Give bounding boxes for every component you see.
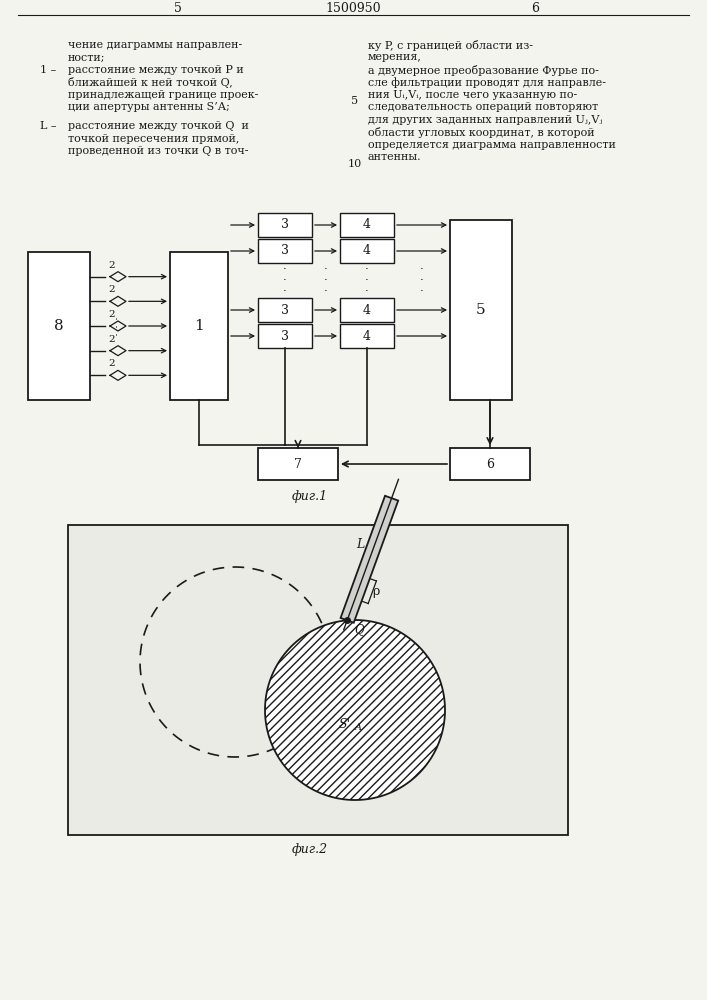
Text: 7: 7: [294, 458, 302, 471]
Text: чение диаграммы направлен-: чение диаграммы направлен-: [68, 40, 243, 50]
Bar: [170, 252, 228, 400]
Text: антенны.: антенны.: [368, 152, 421, 162]
Text: 4: 4: [363, 330, 371, 342]
Text: 5: 5: [174, 1, 182, 14]
Text: расстояние между точкой Q  и: расстояние между точкой Q и: [68, 121, 249, 131]
Text: ·
·
·: · · ·: [324, 263, 328, 298]
Text: ния Uᵢ,Vᵢ, после чего указанную по-: ния Uᵢ,Vᵢ, после чего указанную по-: [368, 90, 577, 100]
Text: 5: 5: [351, 96, 358, 106]
Text: 1 –: 1 –: [40, 65, 57, 75]
Text: мерения,: мерения,: [368, 52, 422, 62]
Text: 2: 2: [108, 285, 115, 294]
Text: ·
·
·: · · ·: [283, 263, 287, 298]
Bar: [258, 298, 312, 322]
Text: 8: 8: [54, 319, 64, 333]
Text: 4: 4: [363, 244, 371, 257]
Text: L –: L –: [40, 121, 57, 131]
Polygon shape: [341, 496, 398, 623]
Text: 3: 3: [281, 330, 289, 342]
Text: фиг.2: фиг.2: [292, 843, 328, 856]
Text: ции апертуры антенны S’А;: ции апертуры антенны S’А;: [68, 103, 230, 112]
Text: 4: 4: [363, 219, 371, 232]
Text: ку P, с границей области из-: ку P, с границей области из-: [368, 40, 533, 51]
Bar: [258, 213, 312, 237]
Text: а двумерное преобразование Фурье по-: а двумерное преобразование Фурье по-: [368, 65, 599, 76]
Text: 1500950: 1500950: [325, 1, 381, 14]
Text: ·
·
·: · · ·: [420, 263, 424, 298]
Text: определяется диаграмма направленности: определяется диаграмма направленности: [368, 140, 616, 150]
Text: 3: 3: [281, 219, 289, 232]
Text: проведенной из точки Q в точ-: проведенной из точки Q в точ-: [68, 146, 248, 156]
Polygon shape: [265, 620, 445, 800]
Text: A: A: [354, 724, 361, 732]
Bar: [340, 213, 394, 237]
Text: принадлежащей границе проек-: принадлежащей границе проек-: [68, 90, 258, 100]
Text: S': S': [339, 718, 351, 732]
Text: точкой пересечения прямой,: точкой пересечения прямой,: [68, 134, 240, 144]
Bar: [340, 324, 394, 348]
Text: 10: 10: [348, 159, 362, 169]
Bar: [340, 298, 394, 322]
Text: ности;: ности;: [68, 52, 105, 62]
Text: сле фильтрации проводят для направле-: сле фильтрации проводят для направле-: [368, 78, 606, 88]
Text: Q: Q: [354, 623, 364, 636]
Bar: [28, 252, 90, 400]
Text: 2: 2: [108, 310, 115, 319]
Text: ближайшей к ней точкой Q,: ближайшей к ней точкой Q,: [68, 78, 233, 89]
Text: 2: 2: [108, 335, 115, 344]
Text: 1: 1: [194, 319, 204, 333]
Bar: [258, 448, 338, 480]
Text: области угловых координат, в которой: области угловых координат, в которой: [368, 127, 595, 138]
Bar: [340, 239, 394, 263]
Bar: [258, 324, 312, 348]
Text: расстояние между точкой P и: расстояние между точкой P и: [68, 65, 244, 75]
Text: 6: 6: [531, 1, 539, 14]
Text: 5: 5: [477, 303, 486, 317]
Text: фиг.1: фиг.1: [292, 490, 328, 503]
Text: ·
·
·: · · ·: [365, 263, 369, 298]
Bar: [450, 220, 512, 400]
Bar: [258, 239, 312, 263]
Text: 4: 4: [363, 304, 371, 316]
Text: 2: 2: [108, 261, 115, 270]
Text: 3: 3: [281, 244, 289, 257]
Text: 2: 2: [108, 359, 115, 368]
Text: следовательность операций повторяют: следовательность операций повторяют: [368, 103, 598, 112]
Bar: [450, 448, 530, 480]
Text: ρ: ρ: [373, 585, 380, 598]
Text: · · ·: · · ·: [112, 316, 124, 336]
Text: L: L: [357, 538, 365, 551]
Text: 3: 3: [281, 304, 289, 316]
Text: для других заданных направлений Uⱼ,Vⱼ: для других заданных направлений Uⱼ,Vⱼ: [368, 115, 602, 125]
Bar: [68, 525, 568, 835]
Text: 6: 6: [486, 458, 494, 471]
